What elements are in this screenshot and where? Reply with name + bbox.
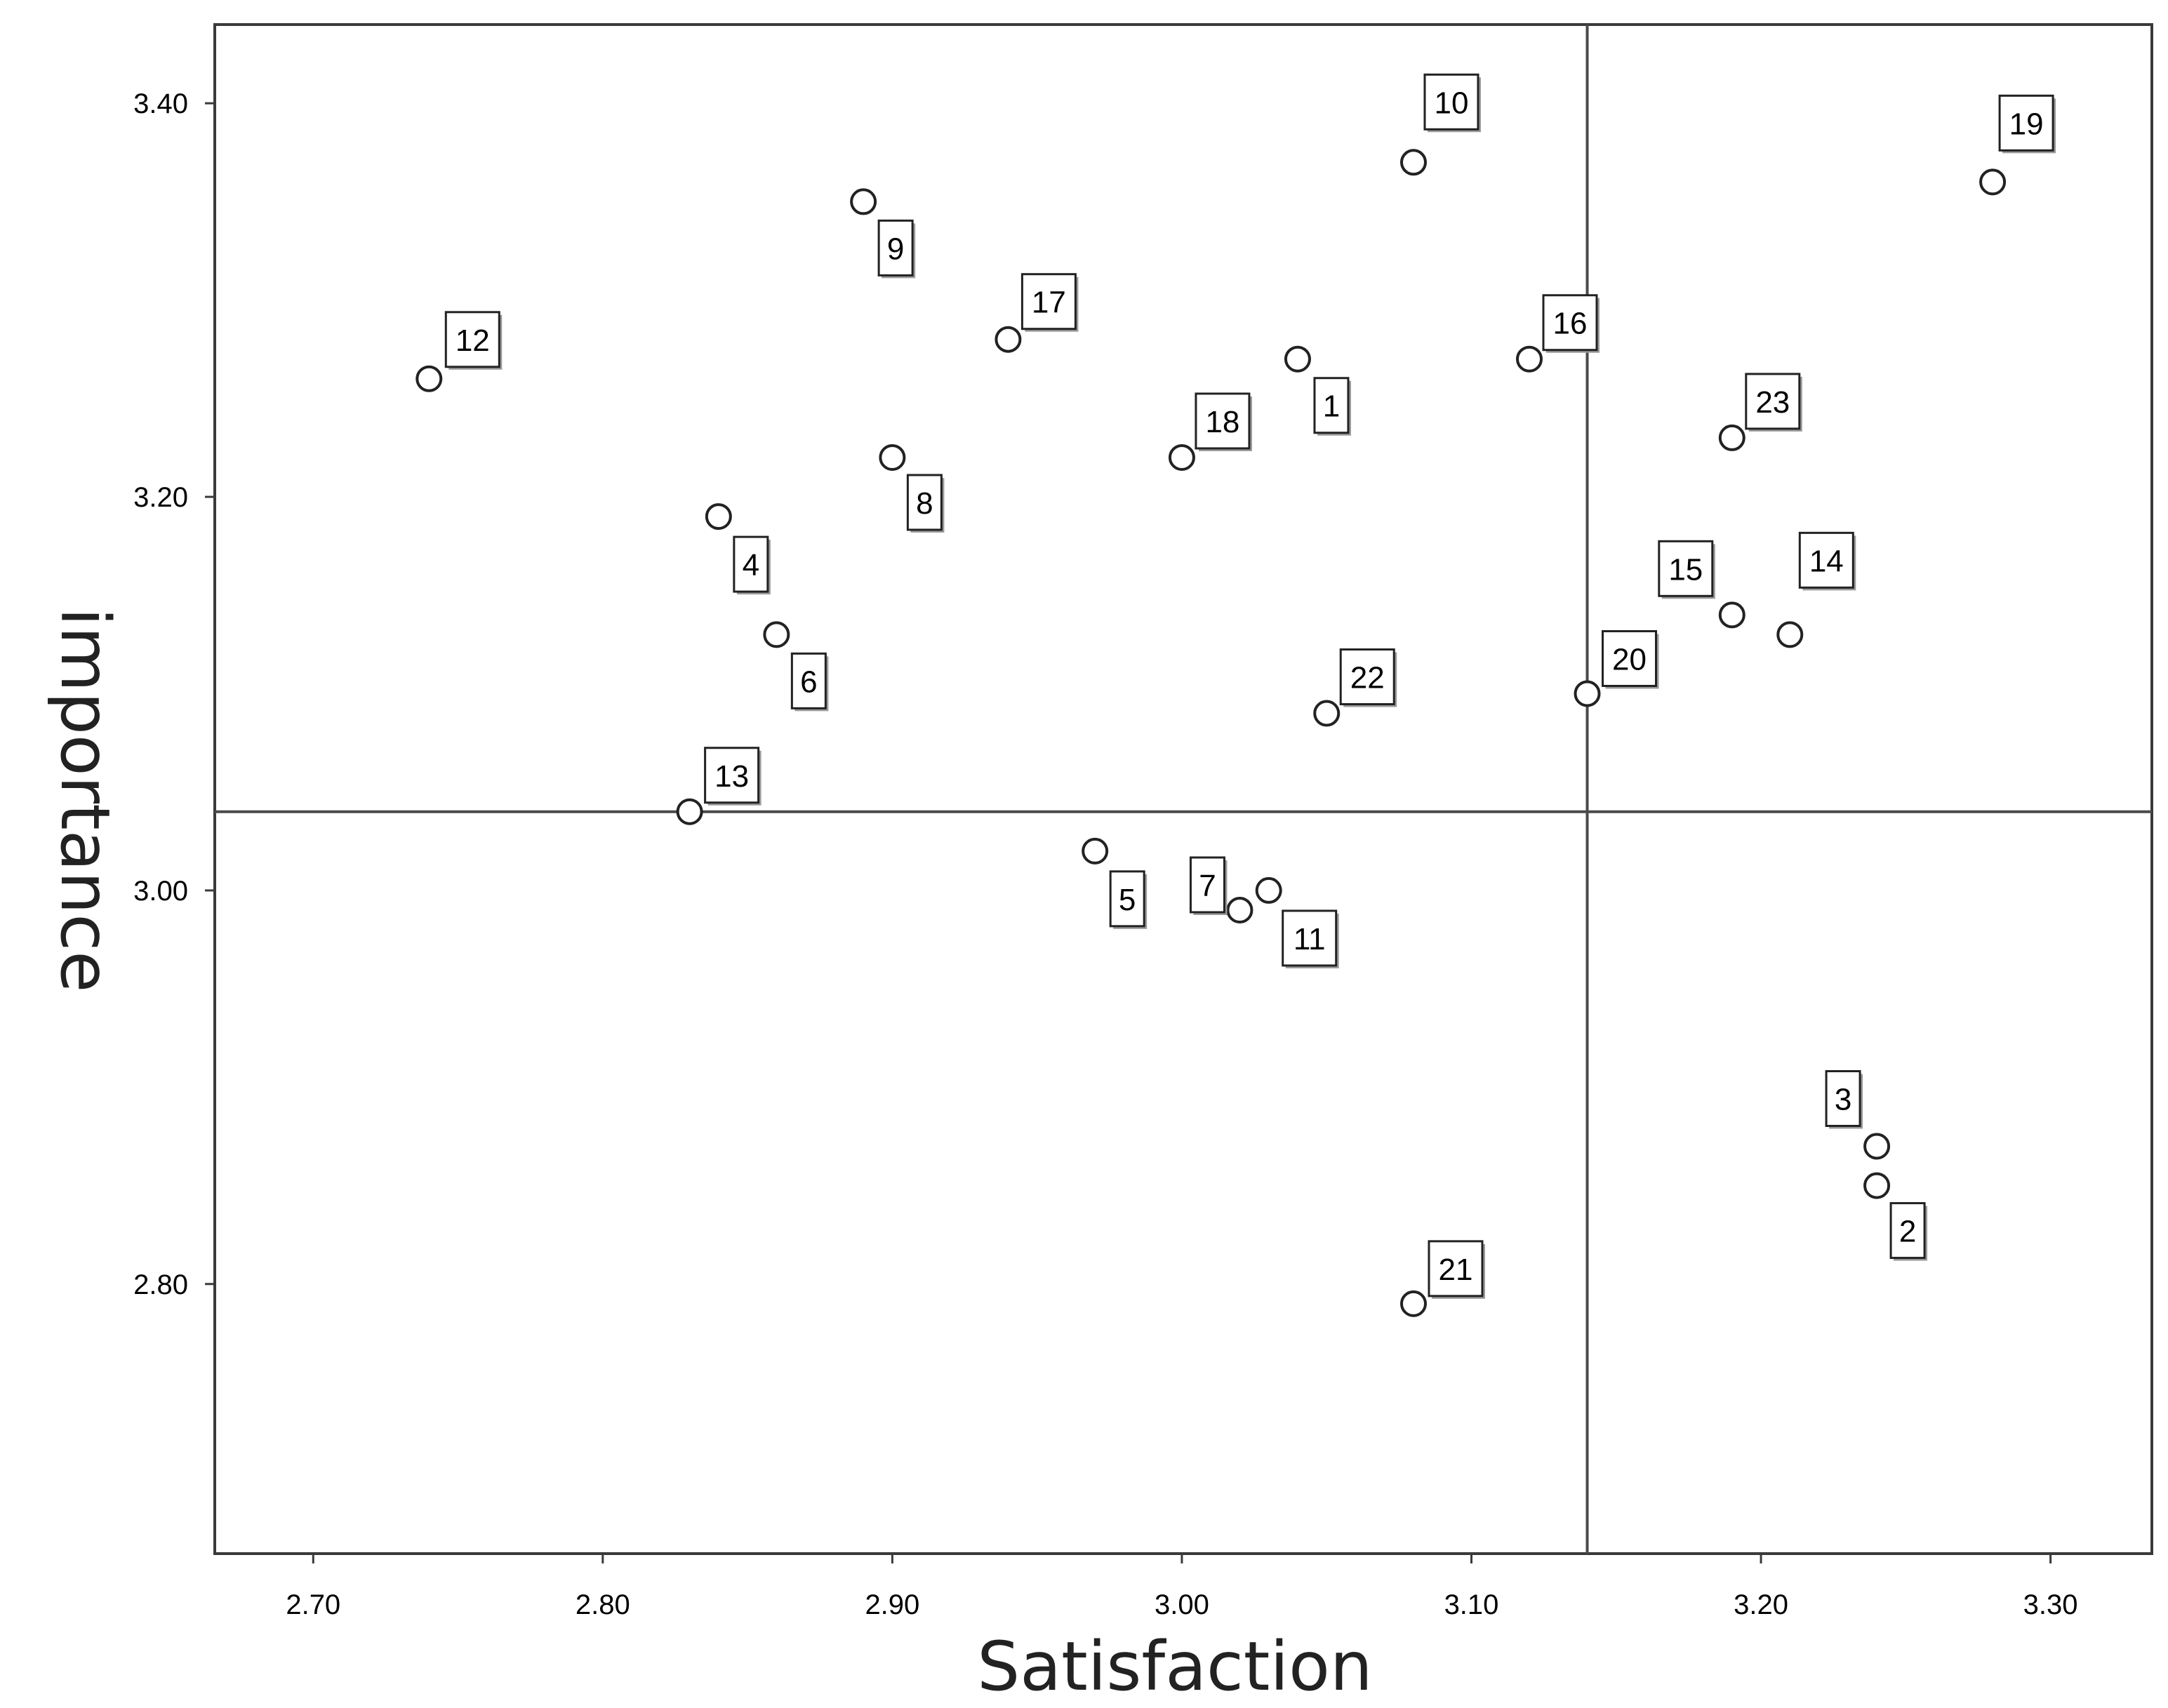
y-tick-label: 3.20 xyxy=(133,482,188,513)
x-tick-label: 3.20 xyxy=(1734,1589,1788,1620)
point-label: 13 xyxy=(714,759,749,794)
point-label-box xyxy=(1428,1240,1484,1297)
point-label: 17 xyxy=(1032,286,1066,320)
point-label: 4 xyxy=(743,548,759,582)
x-tick-label: 2.90 xyxy=(865,1589,919,1620)
x-tick-label: 3.10 xyxy=(1444,1589,1499,1620)
point-label-box xyxy=(1825,1069,1861,1127)
point-label-box xyxy=(790,652,827,709)
data-point xyxy=(1776,621,1804,648)
point-label: 7 xyxy=(1199,869,1216,903)
data-point xyxy=(1516,345,1543,373)
point-label: 3 xyxy=(1835,1082,1851,1116)
data-point xyxy=(1863,1133,1891,1160)
reference-lines xyxy=(215,25,2152,1554)
point-label-box xyxy=(1195,392,1251,450)
point-label-box xyxy=(906,474,943,531)
y-tick-label: 2.80 xyxy=(133,1269,188,1300)
y-tick-label: 3.00 xyxy=(133,876,188,907)
x-tick-label: 2.70 xyxy=(286,1589,340,1620)
data-point xyxy=(1399,1290,1427,1317)
data-point xyxy=(676,798,703,825)
point-label: 18 xyxy=(1205,405,1239,439)
point-label-box xyxy=(1189,856,1225,914)
data-point xyxy=(1168,443,1195,471)
x-axis-title: Satisfaction xyxy=(977,1627,1372,1706)
point-label: 23 xyxy=(1755,385,1790,420)
point-label: 11 xyxy=(1294,922,1326,956)
point-label: 20 xyxy=(1612,642,1647,676)
point-label-box xyxy=(1313,377,1350,434)
point-label-box xyxy=(1542,294,1598,352)
data-points xyxy=(415,149,2007,1317)
x-tick-label: 3.30 xyxy=(2023,1589,2078,1620)
data-point xyxy=(850,188,877,215)
point-label-box xyxy=(733,535,769,593)
data-point xyxy=(1082,837,1109,865)
x-tick-label: 3.00 xyxy=(1155,1589,1209,1620)
data-point xyxy=(879,443,906,471)
plot-layer xyxy=(213,23,2153,1555)
y-tick-label: 3.40 xyxy=(133,88,188,119)
point-label-box xyxy=(704,747,760,804)
point-label: 9 xyxy=(887,232,904,266)
point-label-box xyxy=(1602,629,1658,687)
point-label-box xyxy=(1998,94,2054,152)
point-label: 10 xyxy=(1435,86,1469,120)
axes: 2.70 2.80 2.90 3.00 3.10 3.20 3.30 2.80 3.00 3.20… xyxy=(133,88,2077,1620)
point-label: 19 xyxy=(2009,107,2044,141)
data-point xyxy=(1226,896,1253,923)
data-point xyxy=(705,503,732,531)
point-label: 5 xyxy=(1119,883,1136,917)
point-label-box xyxy=(1423,73,1479,131)
point-label-box xyxy=(1745,373,1801,430)
plot-frame xyxy=(213,23,2153,1555)
data-point xyxy=(1718,424,1745,451)
data-point xyxy=(1284,345,1311,373)
data-point xyxy=(1255,876,1282,904)
point-label: 14 xyxy=(1809,544,1844,578)
data-point xyxy=(1574,680,1601,707)
point-label-box xyxy=(1282,909,1338,967)
data-point xyxy=(1399,149,1427,176)
data-point xyxy=(1863,1172,1891,1199)
point-label-box xyxy=(1339,648,1395,706)
point-label: 15 xyxy=(1668,552,1703,587)
data-point xyxy=(415,365,443,392)
point-label: 2 xyxy=(1899,1215,1916,1249)
data-point xyxy=(1313,700,1341,727)
point-label-box xyxy=(1020,273,1077,331)
data-point xyxy=(1979,168,2007,196)
point-label: 16 xyxy=(1553,307,1588,341)
point-label: 1 xyxy=(1323,389,1340,424)
point-label-box xyxy=(877,219,914,276)
point-label-box xyxy=(1658,540,1714,597)
point-label: 22 xyxy=(1350,661,1385,695)
point-label-box xyxy=(1109,870,1145,928)
point-label-box xyxy=(1889,1202,1926,1260)
data-point xyxy=(995,326,1022,353)
data-point xyxy=(1718,601,1745,629)
point-label-box xyxy=(444,311,500,368)
point-label-box xyxy=(1798,531,1854,589)
y-axis-title: importance xyxy=(46,608,124,992)
point-label: 21 xyxy=(1439,1253,1473,1287)
point-label: 12 xyxy=(455,323,490,358)
point-label: 8 xyxy=(916,486,933,521)
x-tick-label: 2.80 xyxy=(576,1589,630,1620)
data-point xyxy=(763,621,790,648)
point-label: 6 xyxy=(800,665,817,699)
